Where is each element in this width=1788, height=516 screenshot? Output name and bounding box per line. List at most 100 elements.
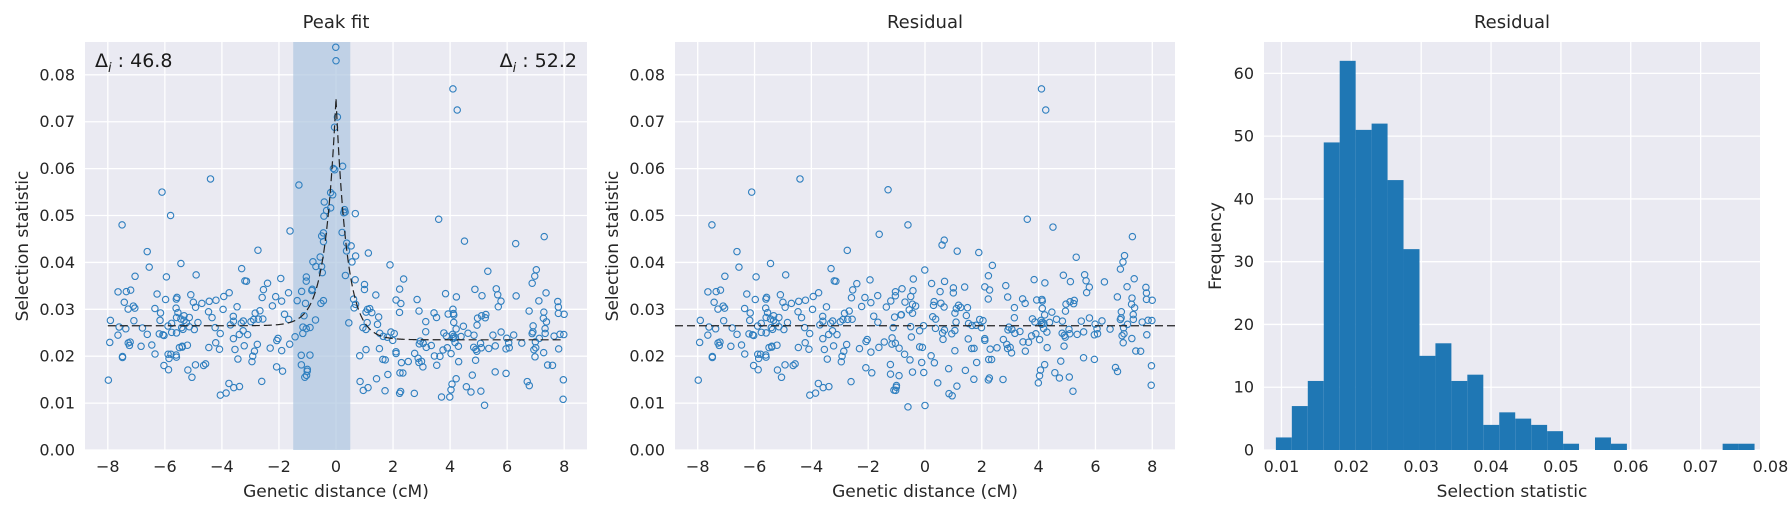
chart-title: Residual bbox=[887, 12, 963, 33]
data-point bbox=[794, 307, 802, 316]
data-point bbox=[126, 286, 135, 294]
data-point bbox=[1077, 317, 1086, 325]
data-point bbox=[447, 349, 455, 358]
data-point bbox=[818, 312, 827, 321]
data-point bbox=[1038, 304, 1047, 313]
data-point bbox=[862, 364, 870, 372]
data-point bbox=[1034, 379, 1043, 387]
data-point bbox=[1123, 283, 1131, 291]
data-point bbox=[462, 383, 471, 391]
data-point bbox=[125, 341, 134, 350]
data-point bbox=[359, 386, 368, 395]
data-point bbox=[351, 276, 359, 284]
data-point bbox=[1082, 288, 1091, 297]
data-point bbox=[907, 333, 916, 341]
y-tick-label: 0.01 bbox=[629, 394, 665, 413]
data-point bbox=[816, 321, 824, 329]
data-point bbox=[754, 365, 762, 374]
data-point bbox=[891, 292, 900, 300]
data-point bbox=[471, 285, 479, 294]
x-tick-label: −4 bbox=[210, 457, 234, 476]
x-tick-label: 0 bbox=[331, 457, 341, 476]
data-point bbox=[454, 342, 463, 350]
data-point bbox=[454, 357, 463, 366]
histogram-bar bbox=[1451, 380, 1468, 450]
data-point bbox=[384, 370, 392, 379]
data-point bbox=[733, 330, 741, 339]
data-point bbox=[906, 322, 915, 331]
data-point bbox=[387, 328, 395, 336]
data-point bbox=[118, 352, 127, 361]
data-point bbox=[375, 344, 384, 353]
data-point bbox=[541, 329, 549, 338]
data-point bbox=[748, 331, 757, 339]
data-point bbox=[375, 329, 384, 338]
data-point bbox=[1085, 314, 1094, 322]
x-tick-label: −2 bbox=[856, 457, 880, 476]
y-axis-label: Selection statistic bbox=[13, 171, 33, 322]
data-point bbox=[187, 290, 195, 299]
residual-histogram-panel: 0.01 0.02 0.03 0.04 0.05 0.06 0.07 0.08 0 10 20 30 4… bbox=[1206, 12, 1788, 502]
data-point bbox=[131, 304, 139, 312]
data-point bbox=[351, 209, 360, 218]
data-point bbox=[1038, 297, 1047, 305]
data-point bbox=[776, 290, 785, 299]
data-point bbox=[254, 246, 262, 254]
data-point bbox=[356, 377, 364, 386]
data-point bbox=[1011, 329, 1019, 338]
data-point bbox=[332, 57, 340, 65]
data-point bbox=[159, 331, 167, 339]
data-point bbox=[512, 292, 520, 300]
data-point bbox=[892, 383, 901, 391]
data-point bbox=[735, 263, 743, 271]
data-point bbox=[233, 303, 241, 311]
data-point bbox=[927, 279, 936, 288]
data-point bbox=[1142, 283, 1150, 292]
data-point bbox=[949, 284, 958, 292]
data-point bbox=[360, 285, 369, 294]
data-point bbox=[460, 237, 469, 245]
data-point bbox=[350, 304, 358, 312]
data-point bbox=[155, 330, 164, 338]
data-point bbox=[118, 221, 126, 229]
data-point bbox=[1043, 328, 1051, 336]
x-axis-label: Genetic distance (cM) bbox=[243, 482, 429, 502]
data-point bbox=[800, 323, 809, 332]
data-point bbox=[751, 295, 760, 304]
data-point bbox=[900, 350, 909, 359]
y-tick-label: 0.06 bbox=[39, 159, 75, 178]
data-point bbox=[1066, 277, 1075, 286]
data-point bbox=[220, 292, 228, 301]
data-point bbox=[953, 382, 961, 390]
x-tick-label: −8 bbox=[96, 457, 120, 476]
data-point bbox=[480, 401, 489, 410]
data-point bbox=[967, 344, 976, 353]
data-point bbox=[509, 331, 518, 339]
annotation-subscript: i bbox=[108, 61, 112, 76]
data-point bbox=[1035, 371, 1044, 380]
peak-fit-panel: −8 −6 −4 −2 0 2 4 6 8 0.00 0.01 0.02 0.03 0.04 0.05 0.0… bbox=[13, 12, 587, 502]
data-point bbox=[1148, 316, 1156, 325]
data-point bbox=[843, 315, 852, 324]
data-point bbox=[740, 350, 749, 358]
data-point bbox=[704, 331, 712, 339]
data-point bbox=[329, 164, 338, 173]
data-point bbox=[153, 290, 161, 298]
data-point bbox=[909, 275, 918, 283]
data-point bbox=[172, 304, 180, 312]
data-point bbox=[459, 322, 468, 330]
data-point bbox=[317, 299, 325, 308]
data-point bbox=[1069, 299, 1078, 308]
data-point bbox=[1052, 315, 1061, 323]
data-point bbox=[477, 387, 485, 395]
data-point bbox=[1023, 215, 1032, 224]
data-point bbox=[710, 298, 718, 306]
data-point bbox=[263, 279, 272, 288]
data-point bbox=[392, 296, 400, 304]
data-point bbox=[345, 319, 353, 327]
data-point bbox=[422, 343, 431, 352]
data-point bbox=[1073, 330, 1081, 339]
data-point bbox=[548, 361, 557, 370]
data-point bbox=[874, 318, 882, 326]
data-point bbox=[126, 338, 134, 346]
